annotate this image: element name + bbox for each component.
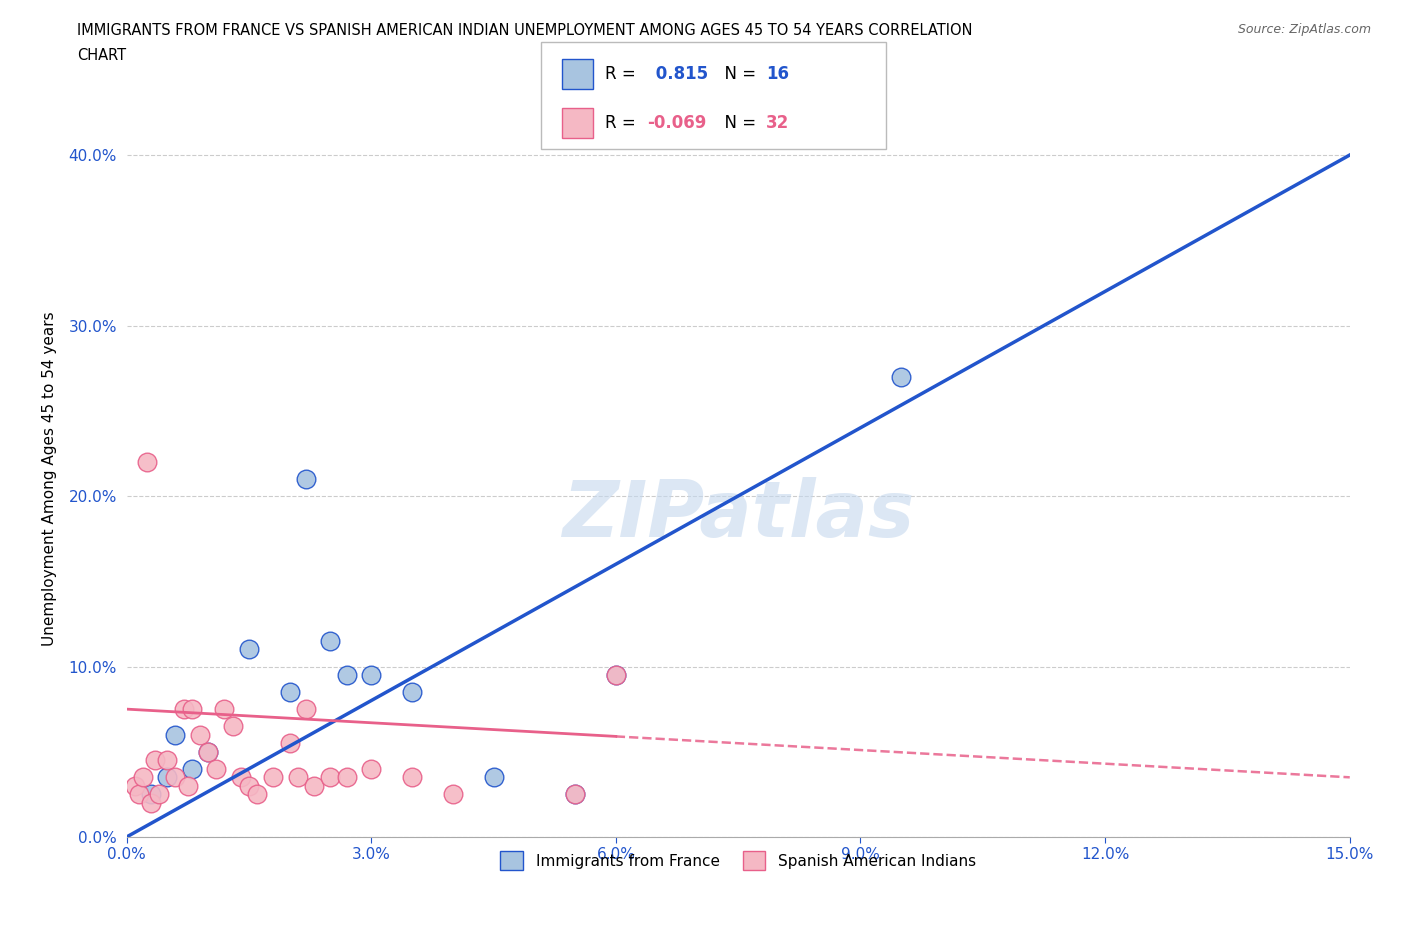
Text: Source: ZipAtlas.com: Source: ZipAtlas.com	[1237, 23, 1371, 36]
Point	[360, 668, 382, 683]
Text: 16: 16	[766, 65, 789, 83]
Point	[278, 736, 301, 751]
Point	[180, 762, 202, 777]
Point	[360, 762, 382, 777]
Point	[177, 778, 200, 793]
Point	[336, 770, 359, 785]
Point	[139, 787, 162, 802]
Point	[238, 642, 260, 657]
Point	[287, 770, 309, 785]
Text: N =: N =	[714, 65, 762, 83]
Point	[124, 778, 146, 793]
Text: 32: 32	[766, 113, 790, 132]
Point	[441, 787, 464, 802]
Point	[139, 795, 162, 810]
Point	[132, 770, 155, 785]
Point	[890, 369, 912, 384]
Point	[135, 455, 157, 470]
Point	[229, 770, 252, 785]
Point	[165, 727, 187, 742]
Point	[156, 753, 179, 768]
Point	[246, 787, 269, 802]
Point	[148, 787, 170, 802]
Point	[605, 668, 627, 683]
Point	[156, 770, 179, 785]
Point	[319, 633, 342, 648]
Point	[143, 753, 166, 768]
Point	[564, 787, 586, 802]
Point	[278, 684, 301, 699]
Y-axis label: Unemployment Among Ages 45 to 54 years: Unemployment Among Ages 45 to 54 years	[42, 312, 58, 646]
Text: -0.069: -0.069	[647, 113, 706, 132]
Text: R =: R =	[605, 113, 641, 132]
Point	[173, 702, 195, 717]
Point	[238, 778, 260, 793]
Point	[205, 762, 228, 777]
Point	[188, 727, 211, 742]
Point	[262, 770, 284, 785]
Point	[401, 770, 423, 785]
Text: ZIPatlas: ZIPatlas	[562, 477, 914, 552]
Point	[197, 744, 219, 759]
Text: N =: N =	[714, 113, 762, 132]
Point	[165, 770, 187, 785]
Point	[180, 702, 202, 717]
Point	[128, 787, 150, 802]
Point	[336, 668, 359, 683]
Point	[605, 668, 627, 683]
Point	[221, 719, 243, 734]
Legend: Immigrants from France, Spanish American Indians: Immigrants from France, Spanish American…	[495, 845, 981, 876]
Text: R =: R =	[605, 65, 641, 83]
Point	[295, 702, 318, 717]
Point	[302, 778, 325, 793]
Text: CHART: CHART	[77, 48, 127, 63]
Point	[319, 770, 342, 785]
Point	[564, 787, 586, 802]
Point	[295, 472, 318, 486]
Text: IMMIGRANTS FROM FRANCE VS SPANISH AMERICAN INDIAN UNEMPLOYMENT AMONG AGES 45 TO : IMMIGRANTS FROM FRANCE VS SPANISH AMERIC…	[77, 23, 973, 38]
Point	[214, 702, 236, 717]
Point	[401, 684, 423, 699]
Text: 0.815: 0.815	[650, 65, 707, 83]
Point	[197, 744, 219, 759]
Point	[482, 770, 505, 785]
